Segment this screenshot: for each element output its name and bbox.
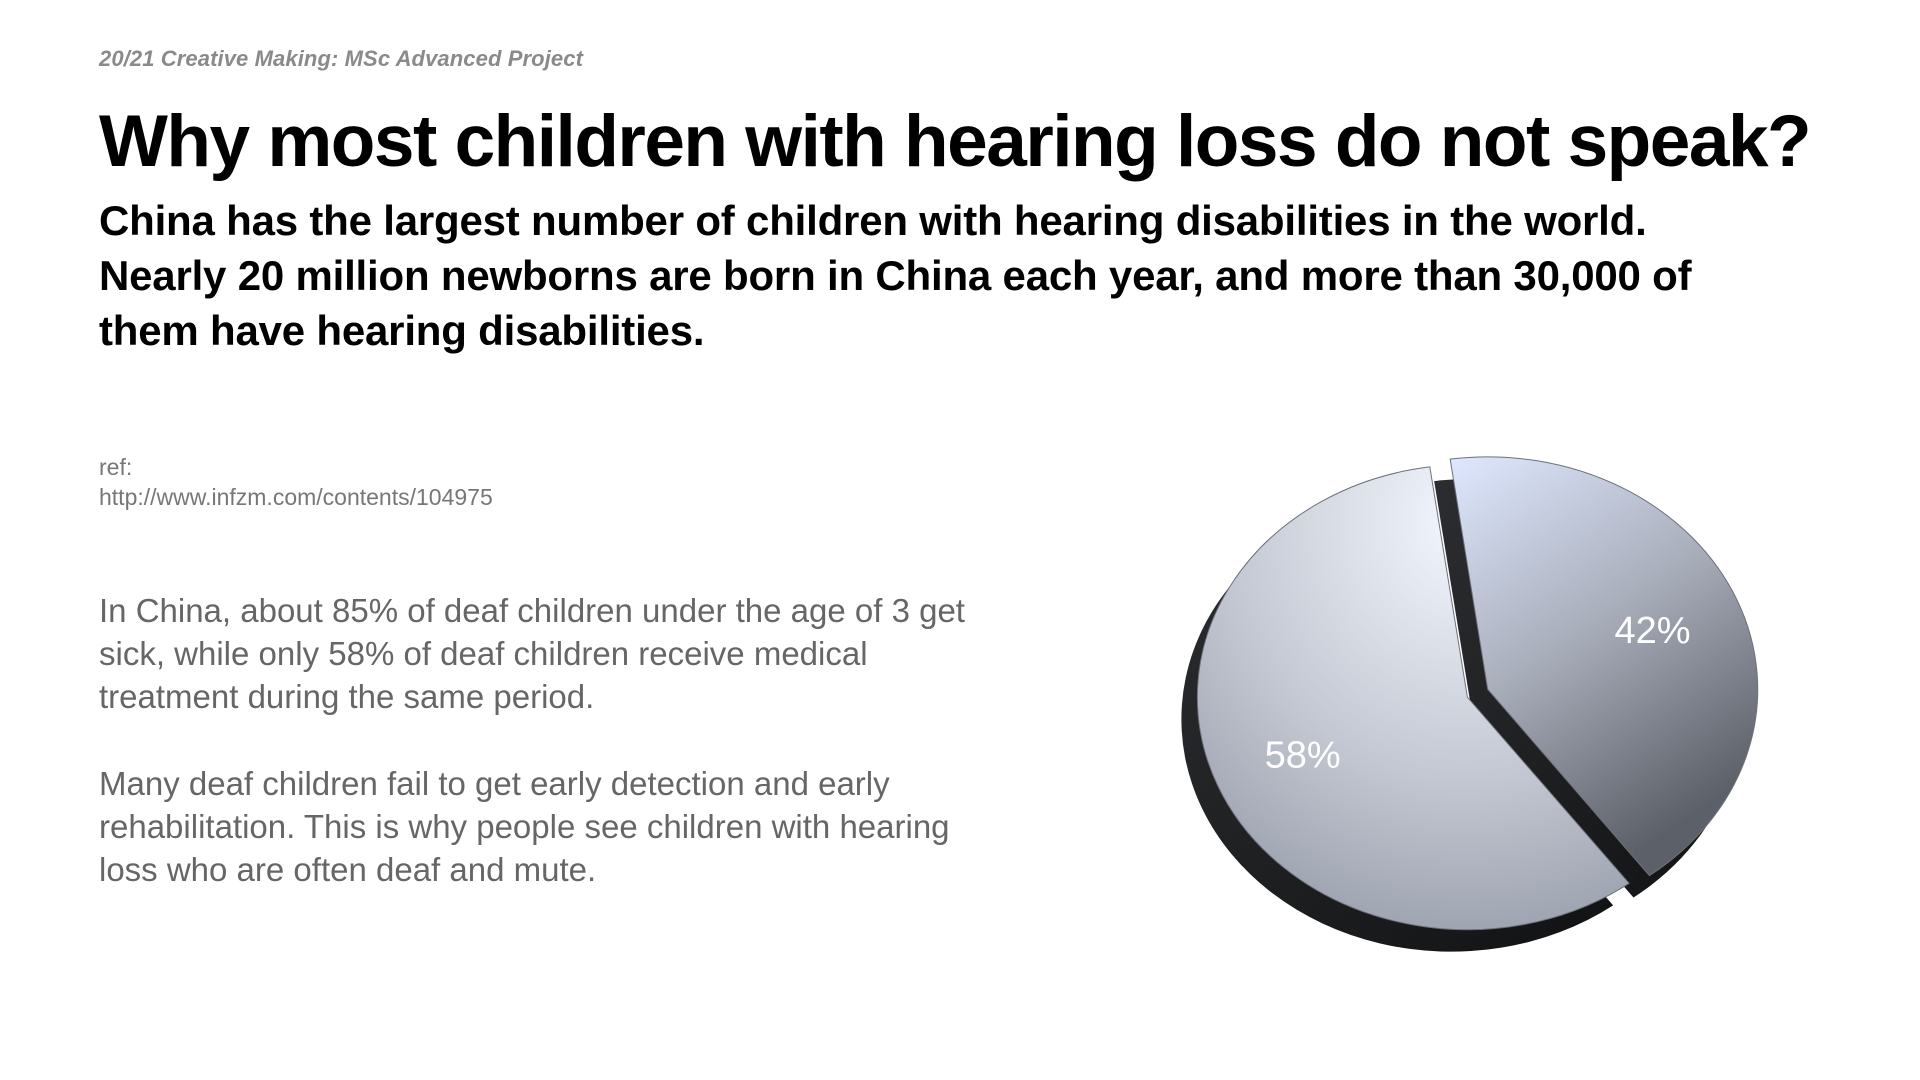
paragraph-line: sick, while only 58% of deaf children re… xyxy=(99,635,868,672)
pie-slice-label: 58% xyxy=(1265,735,1341,777)
pie-slice xyxy=(1449,456,1759,877)
subtitle-line: China has the largest number of children… xyxy=(99,197,1647,244)
reference-label: ref: xyxy=(99,454,133,480)
paragraph-line: loss who are often deaf and mute. xyxy=(99,851,597,888)
paragraph-explanation: Many deaf children fail to get early det… xyxy=(99,762,1099,891)
page-title: Why most children with hearing loss do n… xyxy=(99,101,1812,182)
course-kicker: 20/21 Creative Making: MSc Advanced Proj… xyxy=(99,46,584,71)
pie-slice-label: 42% xyxy=(1614,610,1690,652)
paragraph-line: In China, about 85% of deaf children und… xyxy=(99,592,965,629)
subtitle-line: Nearly 20 million newborns are born in C… xyxy=(99,252,1692,299)
paragraph-line: Many deaf children fail to get early det… xyxy=(99,765,890,802)
subtitle-line: them have hearing disabilities. xyxy=(99,307,705,354)
reference-url[interactable]: http://www.infzm.com/contents/104975 xyxy=(99,484,493,510)
paragraph-statistics: In China, about 85% of deaf children und… xyxy=(99,589,1099,718)
paragraph-line: rehabilitation. This is why people see c… xyxy=(99,808,950,845)
pie-slice xyxy=(1196,466,1630,931)
subtitle: China has the largest number of children… xyxy=(99,193,1899,358)
reference: ref: http://www.infzm.com/contents/10497… xyxy=(99,452,493,512)
pie-chart: 42% 58% xyxy=(1181,456,1759,952)
paragraph-line: treatment during the same period. xyxy=(99,678,595,715)
